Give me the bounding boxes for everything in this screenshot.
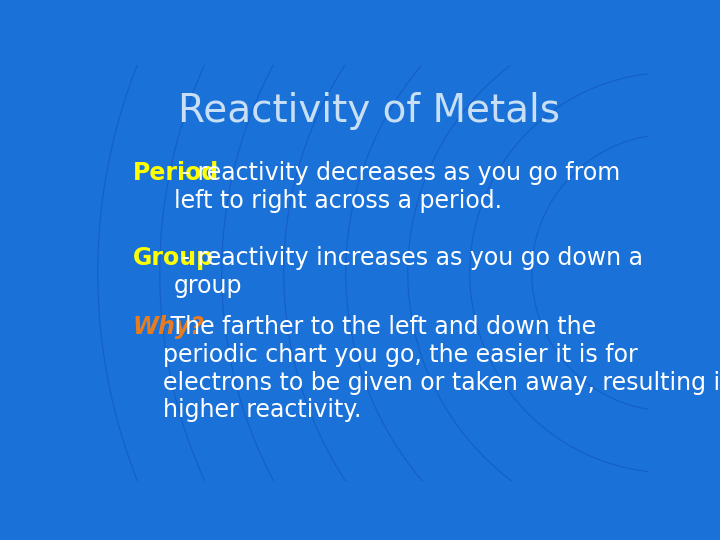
Text: Reactivity of Metals: Reactivity of Metals [178, 92, 560, 130]
Text: Why?: Why? [132, 315, 204, 339]
Text: - reactivity increases as you go down a
group: - reactivity increases as you go down a … [174, 246, 643, 298]
Text: Period: Period [132, 161, 219, 185]
Text: - reactivity decreases as you go from
left to right across a period.: - reactivity decreases as you go from le… [174, 161, 620, 213]
Text: The farther to the left and down the
periodic chart you go, the easier it is for: The farther to the left and down the per… [163, 315, 720, 422]
Text: Group: Group [132, 246, 214, 270]
